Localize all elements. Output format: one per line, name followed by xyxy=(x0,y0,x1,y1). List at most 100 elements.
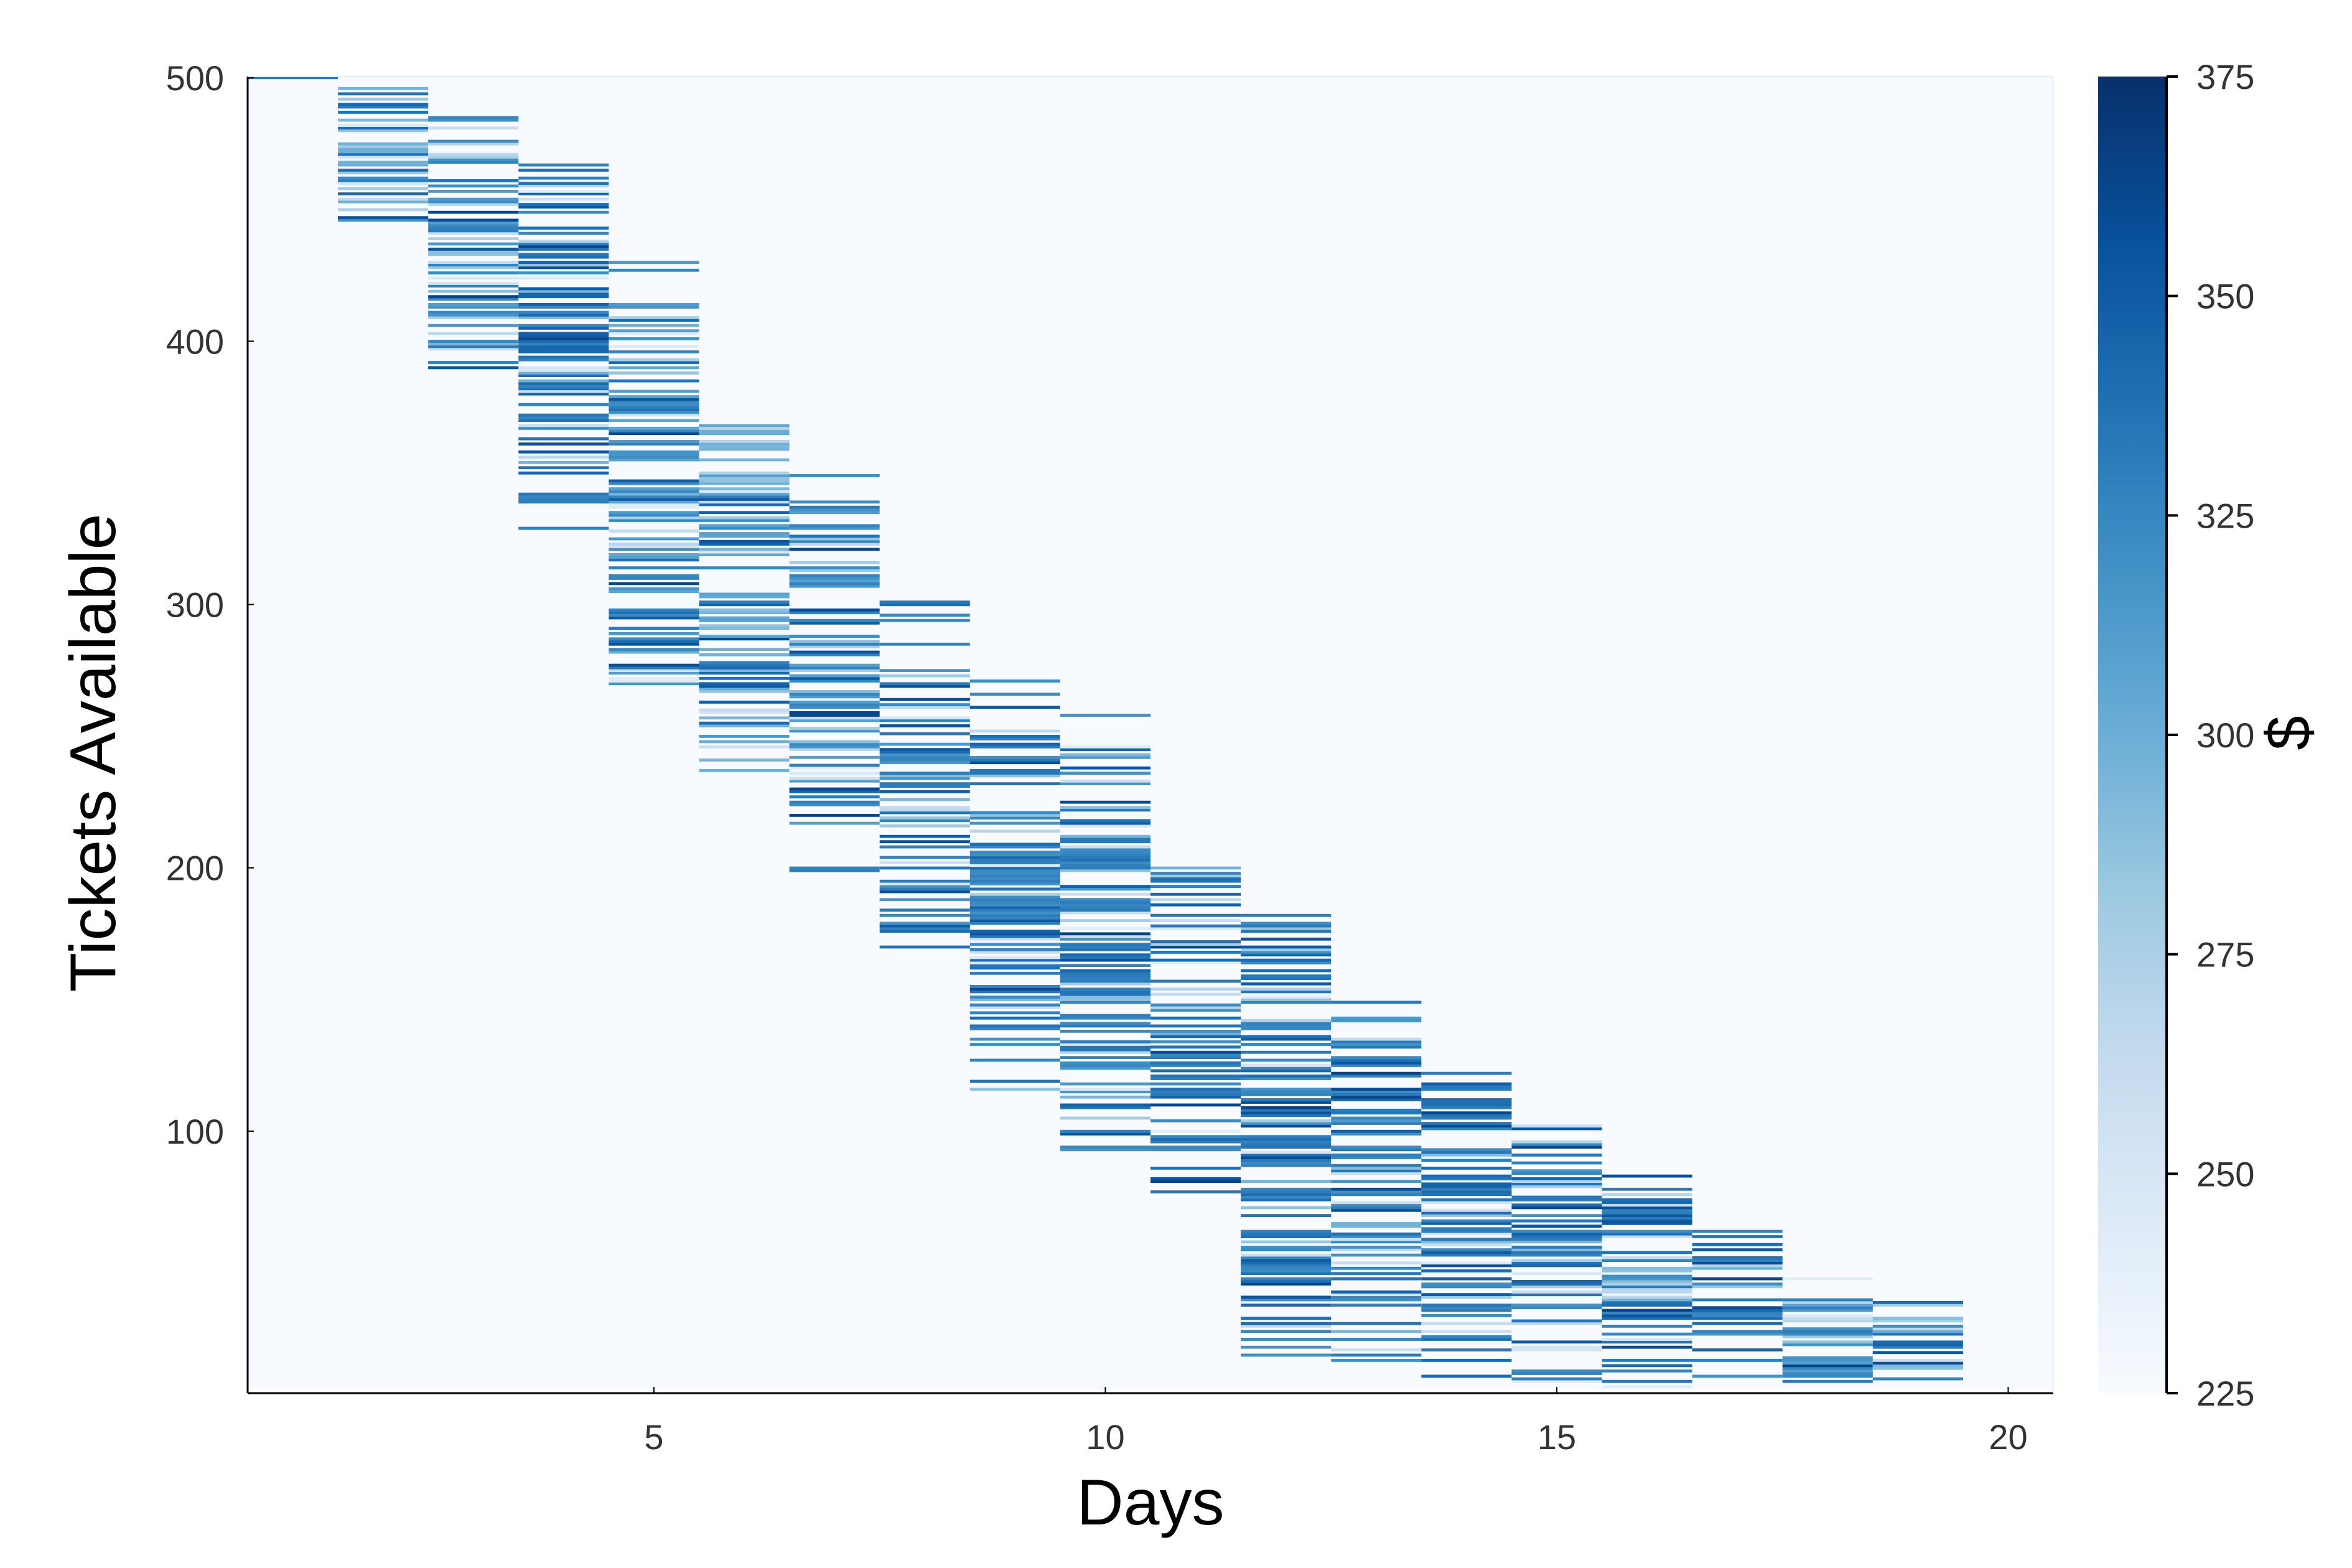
heatmap-cell xyxy=(428,324,519,327)
heatmap-cell xyxy=(518,334,609,338)
heatmap-cell xyxy=(1241,1098,1332,1101)
heatmap-cell xyxy=(609,543,699,546)
heatmap-cell xyxy=(1602,1251,1692,1254)
heatmap-cell xyxy=(879,742,970,746)
heatmap-cell xyxy=(518,210,609,214)
heatmap-cell xyxy=(1692,1306,1783,1310)
heatmap-cell xyxy=(699,721,790,725)
heatmap-cell xyxy=(428,184,519,188)
heatmap-cell xyxy=(1331,1019,1422,1022)
heatmap-cell xyxy=(1060,1106,1150,1109)
heatmap-cell xyxy=(699,716,790,720)
heatmap-cell xyxy=(1782,1359,1873,1362)
heatmap-cell xyxy=(1060,851,1150,854)
heatmap-cell xyxy=(518,390,609,393)
heatmap-cell xyxy=(338,111,429,114)
heatmap-cell xyxy=(1241,1159,1332,1162)
heatmap-cell xyxy=(1150,1035,1241,1038)
heatmap-cell xyxy=(609,529,699,533)
heatmap-cell xyxy=(428,248,519,251)
heatmap-cell xyxy=(1511,1232,1602,1236)
heatmap-cell xyxy=(609,306,699,309)
heatmap-cell xyxy=(1241,1261,1332,1265)
heatmap-cell xyxy=(1241,926,1332,930)
heatmap-cell xyxy=(1331,1190,1422,1193)
x-tick-label: 5 xyxy=(644,1417,663,1457)
heatmap-cell xyxy=(1150,1103,1241,1107)
heatmap-cell xyxy=(789,740,880,744)
heatmap-cell xyxy=(518,340,609,343)
heatmap-cell xyxy=(789,727,880,730)
heatmap-cell xyxy=(789,766,880,770)
heatmap-cell xyxy=(518,313,609,317)
heatmap-cell xyxy=(1150,1061,1241,1065)
heatmap-cell xyxy=(789,800,880,804)
heatmap-cell xyxy=(1692,1311,1783,1315)
heatmap-cell xyxy=(338,161,429,164)
x-tick-label: 15 xyxy=(1538,1417,1576,1457)
heatmap-cell xyxy=(1421,1251,1512,1254)
heatmap-cell xyxy=(969,869,1060,872)
heatmap-cell xyxy=(1872,1304,1963,1307)
heatmap-cell xyxy=(699,553,790,556)
heatmap-cell xyxy=(518,442,609,446)
heatmap-cell xyxy=(1511,1140,1602,1144)
heatmap-cell xyxy=(879,811,970,814)
heatmap-cell xyxy=(338,86,429,90)
heatmap-cell xyxy=(428,231,519,235)
heatmap-cell xyxy=(969,1011,1060,1015)
heatmap-cell xyxy=(969,922,1060,925)
heatmap-cell xyxy=(338,182,429,185)
heatmap-cell xyxy=(1511,1253,1602,1257)
heatmap-cell xyxy=(1511,1240,1602,1244)
heatmap-cell xyxy=(428,116,519,119)
heatmap-cell xyxy=(1602,1214,1692,1217)
heatmap-cell xyxy=(1602,1290,1692,1294)
heatmap-cell xyxy=(969,961,1060,964)
heatmap-cell xyxy=(789,777,880,780)
heatmap-cell xyxy=(699,611,790,614)
heatmap-cell xyxy=(969,874,1060,878)
heatmap-cell xyxy=(969,1006,1060,1009)
heatmap-cell xyxy=(1421,1190,1512,1193)
heatmap-cell xyxy=(1060,898,1150,902)
heatmap-cell xyxy=(789,714,880,717)
heatmap-cell xyxy=(1150,1137,1241,1141)
heatmap-cell xyxy=(1872,1364,1963,1368)
heatmap-cell xyxy=(1421,1214,1512,1217)
heatmap-cell xyxy=(1241,1035,1332,1038)
heatmap-cell xyxy=(879,682,970,686)
heatmap-cell xyxy=(1060,800,1150,804)
heatmap-cell xyxy=(1060,992,1150,996)
heatmap-cell xyxy=(699,495,790,498)
heatmap-cell xyxy=(1602,1230,1692,1233)
heatmap-cell xyxy=(1150,1024,1241,1028)
heatmap-cell xyxy=(1060,1103,1150,1107)
heatmap-cell xyxy=(789,561,880,564)
heatmap-cell xyxy=(1060,766,1150,770)
heatmap-cell xyxy=(1060,1056,1150,1060)
heatmap-cell xyxy=(518,374,609,377)
heatmap-cell xyxy=(1421,1304,1512,1307)
heatmap-cell xyxy=(1421,1348,1512,1351)
heatmap-cell xyxy=(699,548,790,551)
heatmap-cell xyxy=(1331,1061,1422,1065)
heatmap-cell xyxy=(1331,1164,1422,1167)
heatmap-cell xyxy=(1782,1356,1873,1360)
heatmap-cell xyxy=(1060,1016,1150,1020)
heatmap-cell xyxy=(1782,1366,1873,1370)
heatmap-cell xyxy=(789,584,880,588)
heatmap-cell xyxy=(789,693,880,696)
heatmap-cell xyxy=(1421,1330,1512,1333)
heatmap-cell xyxy=(1782,1379,1873,1383)
heatmap-cell xyxy=(879,945,970,949)
heatmap-cell xyxy=(789,742,880,746)
heatmap-cell xyxy=(428,316,519,319)
heatmap-cell xyxy=(609,319,699,322)
heatmap-cell xyxy=(1602,1359,1692,1362)
heatmap-cell xyxy=(609,324,699,327)
heatmap-cell xyxy=(609,513,699,517)
heatmap-cell xyxy=(1241,1140,1332,1144)
heatmap-cell xyxy=(518,332,609,335)
heatmap-cell xyxy=(969,898,1060,902)
